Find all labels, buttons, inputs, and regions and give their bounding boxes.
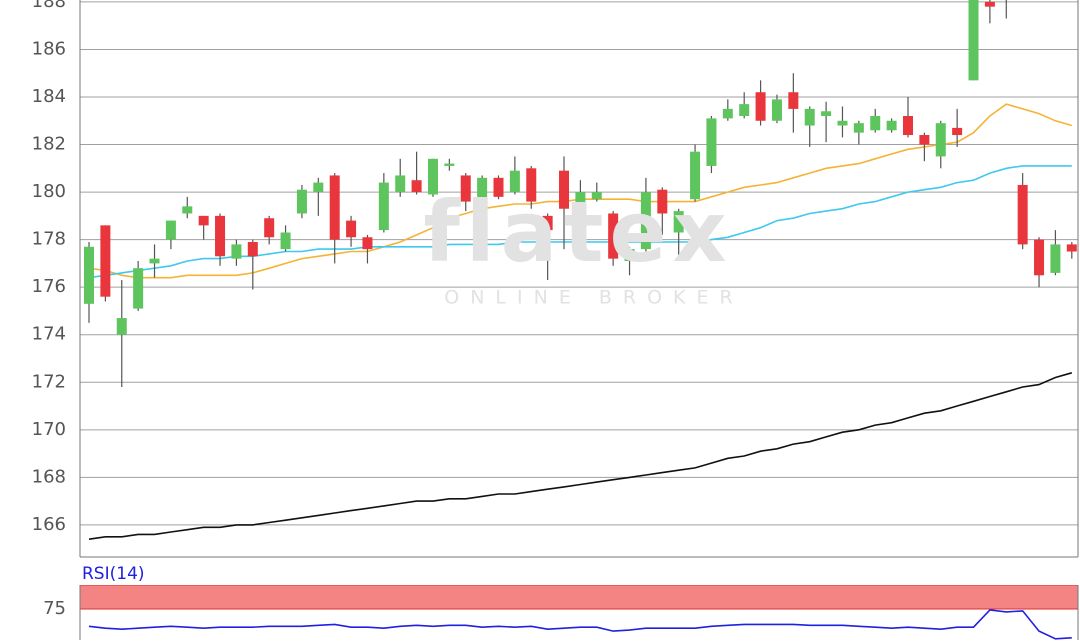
candle-body [870, 116, 881, 131]
candle-body [215, 215, 226, 257]
candle-body [984, 1, 995, 7]
plot-area [80, 585, 1078, 640]
candle-body [935, 123, 946, 157]
candle-body [739, 104, 750, 117]
candle-body [968, 0, 979, 81]
candle-body [1034, 239, 1045, 276]
y-tick-label: 188 [32, 0, 66, 12]
y-tick-label: 166 [32, 514, 66, 535]
candle-body [690, 151, 701, 200]
candle-body [706, 118, 717, 166]
candle-body [296, 189, 307, 214]
y-tick-label: 170 [32, 419, 66, 440]
candle-body [804, 108, 815, 126]
candle-body [444, 163, 455, 166]
candle-body [313, 182, 324, 193]
candle-body [919, 135, 930, 145]
candle-body [952, 127, 963, 136]
candle-body [346, 220, 357, 238]
candle-body [329, 175, 340, 240]
candle-body [771, 99, 782, 121]
candle-body [362, 237, 373, 250]
candle-body [886, 120, 897, 131]
candle-body [559, 170, 570, 209]
candle-body [526, 168, 537, 202]
candle-body [1066, 244, 1077, 252]
overbought-band [80, 585, 1078, 610]
y-tick-label: 174 [32, 324, 66, 345]
candle-body [280, 232, 291, 250]
watermark: flatex ONLINE BROKER [423, 183, 743, 309]
candle-body [493, 177, 504, 197]
candle-body [149, 258, 160, 264]
y-tick-label: 178 [32, 229, 66, 250]
candle-body [624, 249, 635, 262]
y-tick-label: 176 [32, 276, 66, 297]
candle-body [821, 111, 832, 117]
candle-body [608, 213, 619, 259]
candle-body [84, 246, 94, 304]
candle-body [100, 225, 111, 297]
candle-body [575, 192, 586, 212]
y-tick-label: 168 [32, 466, 66, 487]
candle-body [903, 116, 913, 136]
candle-body [837, 120, 848, 126]
candle-body [378, 182, 389, 231]
candle-body [673, 211, 684, 233]
candle-body [722, 108, 733, 119]
y-tick-label: 184 [32, 86, 66, 107]
plot-area [80, 0, 1078, 540]
candle-body [165, 220, 176, 240]
watermark-tagline: ONLINE BROKER [444, 287, 743, 309]
y-tick-label: 186 [32, 38, 66, 59]
candle-body [788, 92, 799, 109]
candle-body [640, 192, 651, 250]
y-tick-label: 180 [32, 181, 66, 202]
candle-body [247, 242, 258, 257]
candle-body [460, 175, 471, 202]
candle-body [853, 123, 864, 133]
candle-body [477, 177, 488, 209]
watermark-logo: flatex [423, 183, 732, 281]
y-tick-label: 182 [32, 134, 66, 155]
candle-body [1017, 184, 1028, 245]
candle-body [542, 215, 553, 231]
candle-body [116, 318, 127, 335]
candle-body [591, 192, 602, 200]
ma-line [88, 609, 1072, 640]
candle-body [395, 175, 406, 193]
candle-body [182, 206, 193, 214]
candle-body [1050, 244, 1061, 273]
candle-body [509, 170, 520, 193]
y-tick-label: 172 [32, 371, 66, 392]
rsi-title: RSI(14) [82, 564, 145, 584]
candle-body [231, 244, 242, 259]
candle-body [657, 189, 668, 214]
candle-body [133, 268, 144, 309]
candle-body [264, 218, 275, 238]
candle-body [755, 92, 766, 121]
candle-body [411, 180, 422, 193]
y-tick-label: 75 [43, 598, 66, 619]
ma-line [88, 372, 1073, 540]
candle-body [427, 158, 438, 195]
candle-body [198, 215, 209, 226]
